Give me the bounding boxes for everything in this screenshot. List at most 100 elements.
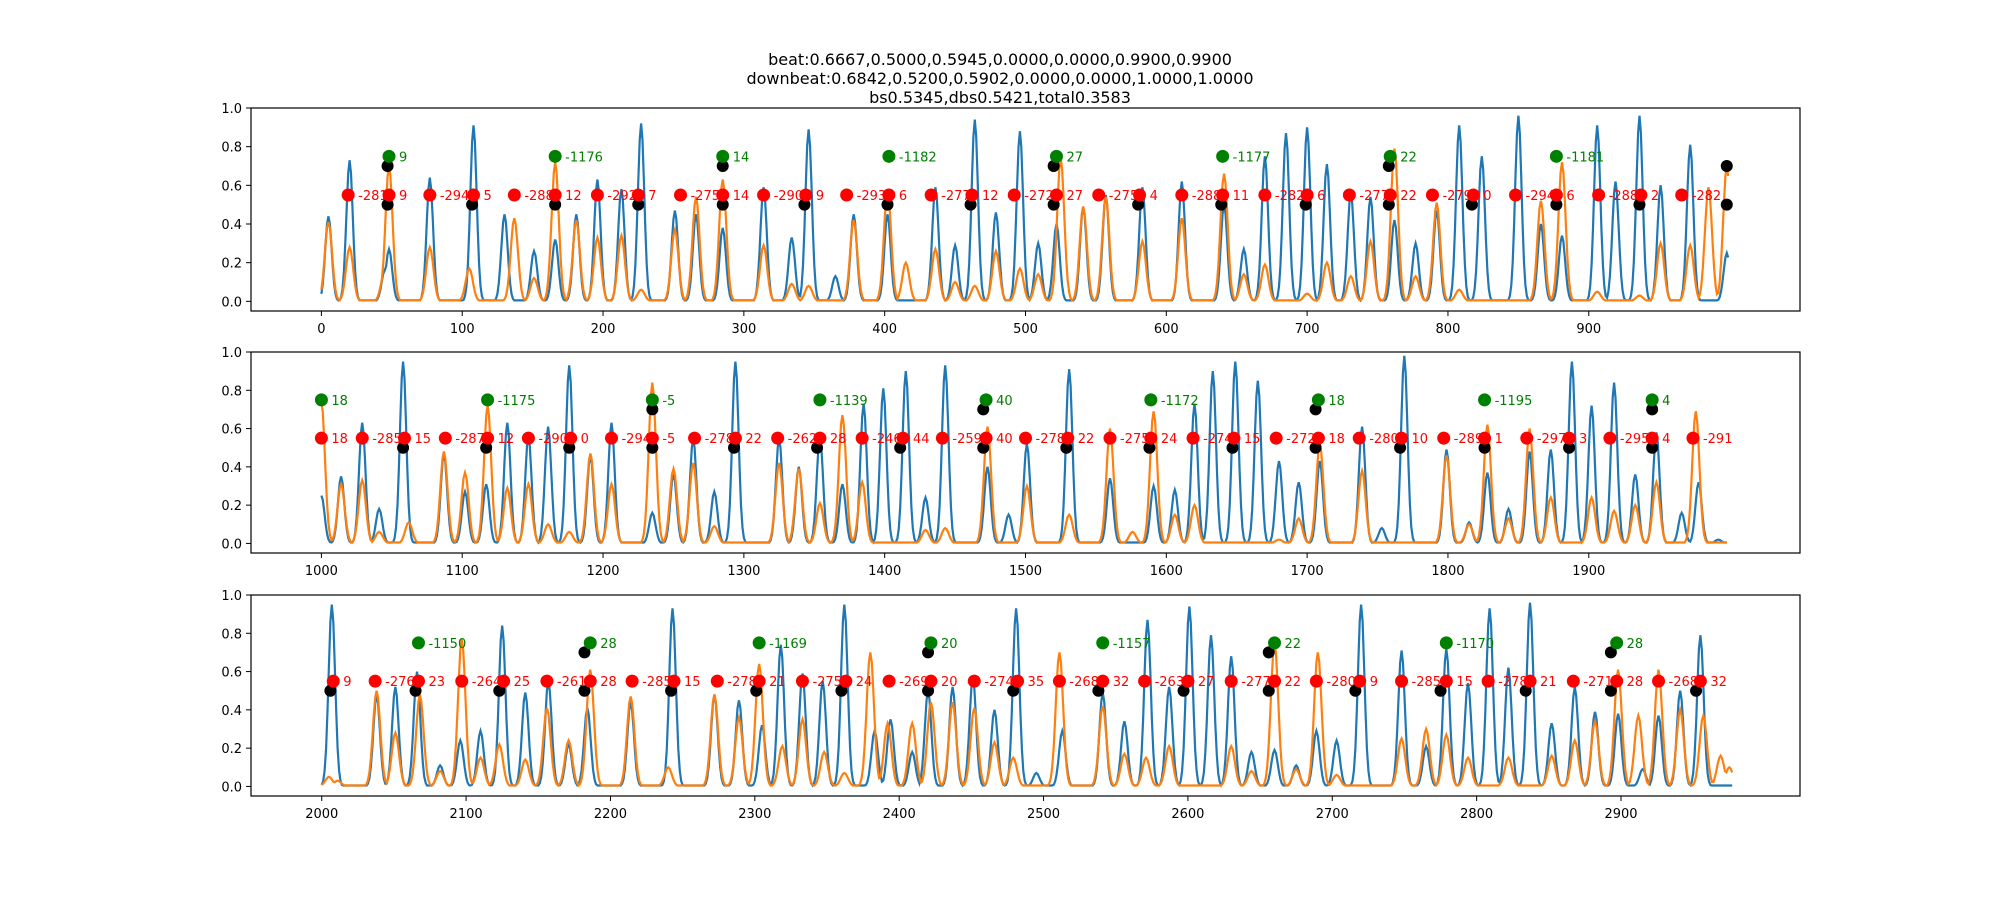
est-beat-label: 15 — [1456, 675, 1473, 690]
ref-beat-marker — [1132, 198, 1145, 211]
est-beat-label: -282 — [1275, 189, 1305, 204]
y-tick-label: 0.6 — [221, 666, 242, 681]
est-beat-marker — [466, 188, 480, 202]
est-beat-label: 28 — [1627, 675, 1644, 690]
est-beat-marker — [497, 674, 511, 688]
est-beat-label: 12 — [498, 432, 515, 447]
est-beat-label: -281 — [358, 189, 388, 204]
ref-beat-marker — [493, 684, 506, 697]
est-beat-marker — [1138, 674, 1152, 688]
est-beat-marker — [1523, 674, 1537, 688]
est-beat-label: -287 — [455, 432, 485, 447]
ref-downbeat-marker — [1604, 646, 1617, 659]
est-downbeat-label: -1176 — [565, 150, 603, 165]
est-downbeat-marker — [716, 149, 730, 163]
est-downbeat-label: -1170 — [1456, 637, 1494, 652]
y-tick: 0.8 — [221, 384, 251, 399]
est-beat-label: -277 — [941, 189, 971, 204]
y-tick-label: 0.4 — [221, 461, 242, 476]
est-beat-marker — [924, 188, 938, 202]
x-tick: 1000 — [305, 553, 338, 579]
est-beat-label: -297 — [1537, 432, 1567, 447]
y-tick-label: 0.0 — [221, 780, 242, 795]
chart-title: beat:0.6667,0.5000,0.5945,0.0000,0.0000,… — [0, 50, 2000, 107]
est-beat-marker — [840, 188, 854, 202]
x-tick: 900 — [1576, 311, 1601, 337]
y-tick: 0.6 — [221, 666, 251, 681]
est-beat-marker — [1509, 188, 1523, 202]
ref-beat-marker — [397, 441, 410, 454]
est-beat-marker — [1186, 431, 1200, 445]
ref-beat-marker — [632, 198, 645, 211]
y-tick: 0.8 — [221, 141, 251, 156]
x-tick-label: 2500 — [1027, 807, 1060, 822]
est-beat-label: 22 — [1078, 432, 1095, 447]
est-downbeat-label: 20 — [941, 637, 958, 652]
est-beat-marker — [1309, 674, 1323, 688]
est-beat-label: 3 — [1579, 432, 1587, 447]
est-beat-label: 28 — [600, 675, 617, 690]
beat-activation-line — [320, 115, 1730, 303]
est-beat-marker — [1007, 188, 1021, 202]
est-downbeat-label: 14 — [733, 150, 750, 165]
y-tick-label: 0.6 — [221, 179, 242, 194]
est-beat-label: -295 — [1620, 432, 1650, 447]
axes-frame — [250, 594, 1801, 797]
ref-beat-marker — [1047, 198, 1060, 211]
x-tick-label: 800 — [1436, 322, 1461, 337]
x-tick: 400 — [872, 311, 897, 337]
est-downbeat-label: -1175 — [498, 394, 536, 409]
est-downbeat-marker — [583, 636, 597, 650]
est-beat-label: -285 — [1412, 675, 1442, 690]
est-beat-marker — [1520, 431, 1534, 445]
est-downbeat-label: -5 — [662, 394, 675, 409]
est-beat-marker — [625, 674, 639, 688]
est-beat-label: 28 — [830, 432, 847, 447]
est-beat-marker — [1466, 188, 1480, 202]
est-downbeat-marker — [752, 636, 766, 650]
est-beat-label: -259 — [952, 432, 982, 447]
x-tick-label: 1100 — [446, 564, 479, 579]
est-beat-marker — [757, 188, 771, 202]
est-downbeat-label: -1139 — [830, 394, 868, 409]
y-tick: 0.6 — [221, 179, 251, 194]
est-beat-marker — [1425, 188, 1439, 202]
y-tick-label: 1.0 — [221, 102, 242, 117]
est-beat-marker — [1693, 674, 1707, 688]
y-tick: 0.4 — [221, 461, 251, 476]
x-tick: 300 — [731, 311, 756, 337]
est-downbeat-label: 40 — [996, 394, 1013, 409]
est-beat-label: -275 — [690, 189, 720, 204]
x-tick-label: 2200 — [594, 807, 627, 822]
ref-beat-marker — [1226, 441, 1239, 454]
ref-beat-marker — [1465, 198, 1478, 211]
x-tick-label: 0 — [317, 322, 325, 337]
est-beat-marker — [382, 188, 396, 202]
est-beat-marker — [1227, 431, 1241, 445]
downbeat-activation-line — [320, 382, 1727, 545]
ref-beat-marker — [1563, 441, 1576, 454]
est-downbeat-label: -1195 — [1495, 394, 1533, 409]
est-beat-label: -272 — [1024, 189, 1054, 204]
ref-beat-marker — [578, 684, 591, 697]
est-beat-label: -272 — [1286, 432, 1316, 447]
est-beat-label: -262 — [788, 432, 818, 447]
ref-beat-marker — [1604, 684, 1617, 697]
ref-beat-marker — [1478, 441, 1491, 454]
x-tick-label: 1800 — [1431, 564, 1464, 579]
est-beat-marker — [1645, 431, 1659, 445]
est-beat-label: 0 — [581, 432, 589, 447]
x-tick-label: 300 — [731, 322, 756, 337]
est-beat-marker — [813, 431, 827, 445]
est-beat-marker — [673, 188, 687, 202]
x-tick-label: 1700 — [1291, 564, 1324, 579]
x-tick-label: 1400 — [868, 564, 901, 579]
est-beat-marker — [965, 188, 979, 202]
est-beat-marker — [716, 188, 730, 202]
est-beat-marker — [548, 188, 562, 202]
est-beat-marker — [1175, 188, 1189, 202]
est-beat-label: 12 — [565, 189, 582, 204]
ref-beat-marker — [381, 198, 394, 211]
ref-beat-marker — [1092, 684, 1105, 697]
